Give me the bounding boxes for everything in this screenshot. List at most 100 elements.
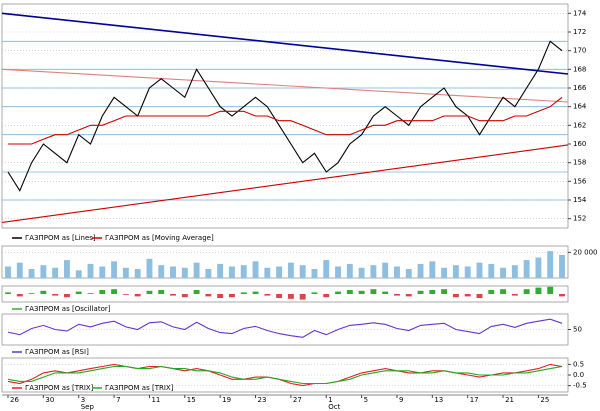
bar bbox=[417, 263, 424, 278]
bar bbox=[111, 261, 118, 278]
legend-label: ГАЗПРОМ as [Lines] bbox=[25, 234, 96, 242]
bar bbox=[370, 289, 377, 294]
bar bbox=[240, 265, 247, 278]
bar bbox=[370, 265, 377, 278]
bar bbox=[523, 260, 530, 278]
series-line bbox=[8, 96, 563, 145]
bar bbox=[5, 266, 11, 278]
trend-line bbox=[1, 144, 569, 223]
x-tick-label: 23 bbox=[258, 396, 267, 404]
bar bbox=[500, 289, 507, 294]
bar bbox=[358, 267, 365, 278]
bar bbox=[476, 294, 483, 298]
bar bbox=[158, 265, 165, 278]
bar bbox=[193, 290, 200, 294]
bar bbox=[523, 289, 530, 294]
y-tick-label: 0.0 bbox=[573, 371, 584, 379]
bar bbox=[311, 292, 318, 294]
bar bbox=[417, 290, 424, 294]
bar bbox=[217, 263, 224, 278]
bar bbox=[511, 265, 518, 278]
bar bbox=[63, 260, 70, 278]
bar bbox=[16, 262, 23, 278]
y-tick-label: 162 bbox=[573, 121, 586, 129]
bar bbox=[323, 260, 330, 278]
x-tick-label: 27 bbox=[293, 396, 302, 404]
bar bbox=[535, 287, 542, 294]
bar bbox=[229, 294, 235, 298]
bar bbox=[52, 294, 59, 296]
bar bbox=[405, 269, 412, 278]
series-line bbox=[7, 318, 563, 338]
bar bbox=[488, 263, 495, 278]
bar bbox=[358, 290, 365, 294]
x-tick-label: 1 bbox=[328, 396, 332, 404]
y-tick-label: 170 bbox=[573, 47, 586, 55]
bar bbox=[111, 289, 118, 294]
series-line bbox=[7, 363, 563, 387]
bar bbox=[382, 291, 389, 294]
bar bbox=[87, 263, 94, 278]
bar bbox=[40, 265, 47, 278]
y-tick-label: 152 bbox=[573, 215, 586, 223]
bar bbox=[75, 270, 82, 278]
y-tick-label: 0.5 bbox=[573, 360, 584, 368]
bar bbox=[559, 254, 565, 278]
x-tick-label: 9 bbox=[399, 396, 403, 404]
legend-label: ГАЗПРОМ as [Oscillator] bbox=[25, 305, 111, 313]
y-tick-label: 154 bbox=[573, 196, 587, 204]
bar bbox=[335, 266, 341, 278]
y-tick-label: 20 000 000 bbox=[573, 248, 600, 256]
x-tick-label: 17 bbox=[470, 396, 479, 404]
y-tick-label: 160 bbox=[573, 140, 586, 148]
bar bbox=[40, 290, 47, 294]
bar bbox=[535, 257, 542, 278]
x-tick-label: 19 bbox=[222, 396, 231, 404]
bar bbox=[511, 294, 518, 296]
bar bbox=[464, 266, 471, 278]
bar bbox=[158, 290, 165, 294]
y-tick-label: 172 bbox=[573, 28, 586, 36]
bar bbox=[311, 269, 318, 278]
y-tick-label: 166 bbox=[573, 84, 587, 92]
panel-frame bbox=[1, 245, 569, 279]
bar bbox=[5, 292, 11, 294]
bar bbox=[287, 294, 294, 299]
bar bbox=[52, 267, 59, 278]
bar bbox=[75, 291, 82, 294]
y-tick-label: 164 bbox=[573, 103, 587, 111]
x-tick-label: 11 bbox=[151, 396, 160, 404]
bar bbox=[323, 294, 330, 298]
bar bbox=[441, 267, 448, 278]
bar bbox=[264, 294, 271, 296]
bar bbox=[252, 261, 259, 278]
series-line bbox=[7, 40, 563, 192]
bar bbox=[28, 269, 35, 278]
bar bbox=[346, 290, 353, 294]
legend-label: ГАЗПРОМ as [RSI] bbox=[25, 348, 89, 356]
x-tick-label: 26 bbox=[10, 396, 19, 404]
x-tick-label: 13 bbox=[434, 396, 443, 404]
bar bbox=[559, 294, 565, 297]
bar bbox=[276, 294, 283, 298]
bar bbox=[146, 290, 153, 294]
bar bbox=[134, 269, 141, 278]
panel-frame bbox=[1, 285, 569, 303]
bar bbox=[134, 294, 141, 297]
bar bbox=[205, 269, 212, 278]
bar bbox=[240, 292, 247, 294]
bar bbox=[394, 266, 400, 278]
panel-frame bbox=[1, 3, 569, 229]
bar bbox=[488, 290, 495, 294]
x-tick-label: 15 bbox=[187, 396, 196, 404]
legend-label: ГАЗПРОМ as [Moving Average] bbox=[105, 234, 214, 242]
bar bbox=[170, 294, 176, 296]
x-tick-label: 30 bbox=[45, 396, 54, 404]
bar bbox=[429, 290, 436, 294]
bar bbox=[122, 294, 129, 295]
bar bbox=[476, 262, 483, 278]
bar bbox=[287, 262, 294, 278]
series-line bbox=[7, 365, 563, 385]
